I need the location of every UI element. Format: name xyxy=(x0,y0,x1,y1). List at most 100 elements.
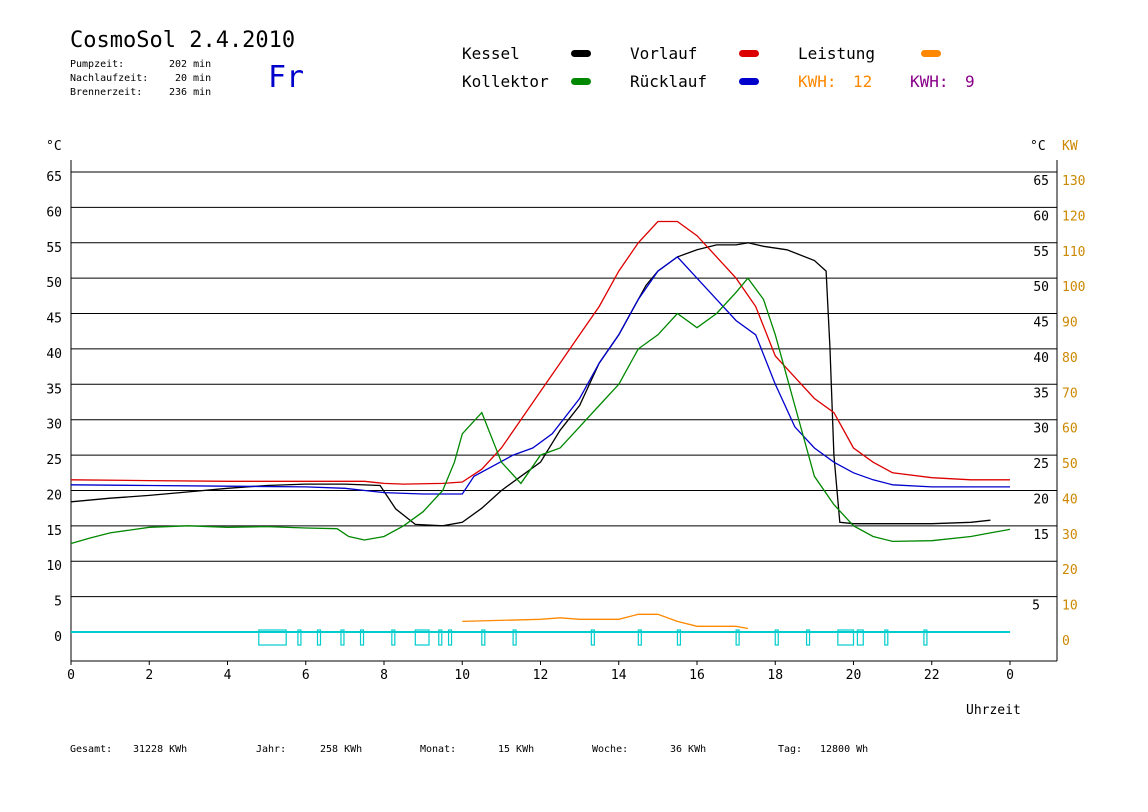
y-tick-label-right: 5 xyxy=(1032,599,1040,614)
kwh-label-purple: KWH: xyxy=(910,72,949,91)
x-tick-label: 18 xyxy=(767,668,783,683)
y-tick-label-kw: 70 xyxy=(1062,386,1078,401)
y-tick-label-left: 60 xyxy=(46,205,62,220)
x-tick-label: 22 xyxy=(924,668,940,683)
series-line-kollektor xyxy=(70,277,1011,545)
x-axis-label: Uhrzeit xyxy=(966,703,1021,718)
y-tick-label-kw: 40 xyxy=(1062,492,1078,507)
footer-value-tag: 12800 Wh xyxy=(820,744,869,755)
y-tick-label-left: 50 xyxy=(46,276,62,291)
stat-value-nachlaufzeit: 20 min xyxy=(175,73,212,84)
pump-run-marker xyxy=(676,629,682,646)
y-tick-label-kw: 0 xyxy=(1062,634,1070,649)
pump-run-marker xyxy=(637,629,642,646)
pump-run-marker xyxy=(884,629,889,646)
y-tick-label-left: 0 xyxy=(54,630,62,645)
pump-run-marker xyxy=(774,629,779,646)
x-tick-label: 8 xyxy=(380,668,388,683)
pump-run-marker xyxy=(590,629,595,646)
y-tick-label-kw: 130 xyxy=(1062,174,1085,189)
legend-label-leistung: Leistung xyxy=(798,44,876,63)
legend-label-vorlauf: Vorlauf xyxy=(630,44,698,63)
y-tick-label-left: 25 xyxy=(46,453,62,468)
y-tick-label-right: 25 xyxy=(1033,457,1049,472)
legend-swatch-leistung xyxy=(921,50,941,57)
y-tick-label-right: 35 xyxy=(1033,386,1049,401)
legend-swatch-kollektor xyxy=(571,78,591,85)
y-tick-label-left: 15 xyxy=(46,524,62,539)
x-tick-label: 0 xyxy=(1006,668,1014,683)
y-tick-label-right: 65 xyxy=(1033,174,1049,189)
pump-run-marker xyxy=(512,629,517,646)
pump-run-marker xyxy=(856,629,864,646)
legend-swatch-vorlauf xyxy=(739,50,759,57)
y-axis-label-right: °C xyxy=(1030,139,1046,154)
pump-run-marker xyxy=(391,629,396,646)
pump-run-marker xyxy=(481,629,486,646)
y-tick-label-kw: 80 xyxy=(1062,351,1078,366)
series-line-leistung xyxy=(462,613,749,630)
pump-run-marker xyxy=(447,629,453,646)
y-tick-label-kw: 110 xyxy=(1062,245,1085,260)
x-tick-label: 10 xyxy=(454,668,470,683)
footer-label-gesamt: Gesamt: xyxy=(70,744,113,755)
y-tick-label-right: 30 xyxy=(1033,422,1049,437)
footer-label-tag: Tag: xyxy=(778,744,803,755)
stat-value-pumpzeit: 202 min xyxy=(169,59,212,70)
y-tick-label-left: 35 xyxy=(46,382,62,397)
legend-label-kollektor: Kollektor xyxy=(462,72,549,91)
pump-run-marker xyxy=(414,629,430,646)
pump-run-marker xyxy=(923,629,928,646)
y-tick-label-left: 10 xyxy=(46,559,62,574)
y-tick-label-kw: 50 xyxy=(1062,457,1078,472)
pump-run-marker xyxy=(735,629,740,646)
x-tick-label: 14 xyxy=(611,668,627,683)
pump-run-marker xyxy=(837,629,855,646)
y-tick-label-right: 60 xyxy=(1033,209,1049,224)
legend-swatch-kessel xyxy=(571,50,591,57)
y-tick-label-right: 50 xyxy=(1033,280,1049,295)
stat-value-brennerzeit: 236 min xyxy=(169,87,212,98)
x-tick-label: 16 xyxy=(689,668,705,683)
stat-label-nachlaufzeit: Nachlaufzeit: xyxy=(70,73,149,84)
y-tick-label-right: 15 xyxy=(1033,528,1049,543)
footer-value-woche: 36 KWh xyxy=(670,744,707,755)
y-axis-label-left: °C xyxy=(46,139,62,154)
footer-label-woche: Woche: xyxy=(592,744,629,755)
y-tick-label-kw: 100 xyxy=(1062,280,1085,295)
pump-run-marker xyxy=(297,629,302,646)
kwh-label-orange: KWH: xyxy=(798,72,837,91)
chart-title: CosmoSol 2.4.2010 xyxy=(70,28,296,53)
kwh-value-purple: 9 xyxy=(965,72,975,91)
y-tick-label-kw: 30 xyxy=(1062,528,1078,543)
y-tick-label-right: 55 xyxy=(1033,245,1049,260)
weekday-label: Fr xyxy=(268,60,305,95)
x-tick-label: 6 xyxy=(302,668,310,683)
pump-run-marker xyxy=(316,629,322,646)
y-tick-label-left: 5 xyxy=(54,595,62,610)
pump-run-marker xyxy=(359,629,365,646)
y-tick-label-kw: 20 xyxy=(1062,563,1078,578)
y-tick-label-left: 55 xyxy=(46,241,62,256)
y-tick-label-kw: 120 xyxy=(1062,209,1085,224)
footer-value-jahr: 258 KWh xyxy=(320,744,363,755)
y-tick-label-kw: 10 xyxy=(1062,599,1078,614)
x-tick-label: 20 xyxy=(846,668,862,683)
y-tick-label-left: 30 xyxy=(46,418,62,433)
pump-run-marker xyxy=(438,629,443,646)
x-tick-label: 12 xyxy=(533,668,549,683)
y-tick-label-left: 20 xyxy=(46,488,62,503)
series-line-vorlauf xyxy=(70,220,1010,485)
stat-label-brennerzeit: Brennerzeit: xyxy=(70,87,143,98)
y-tick-label-left: 45 xyxy=(46,312,62,327)
footer-value-monat: 15 KWh xyxy=(498,744,535,755)
x-tick-label: 0 xyxy=(67,668,75,683)
y-tick-label-right: 20 xyxy=(1033,492,1049,507)
y-tick-label-kw: 60 xyxy=(1062,422,1078,437)
legend-label-ruecklauf: Rücklauf xyxy=(630,72,708,91)
footer-value-gesamt: 31228 KWh xyxy=(133,744,188,755)
kwh-value-orange: 12 xyxy=(853,72,873,91)
y-tick-label-left: 40 xyxy=(46,347,62,362)
pump-run-marker xyxy=(340,629,345,646)
pump-run-marker xyxy=(805,629,811,646)
